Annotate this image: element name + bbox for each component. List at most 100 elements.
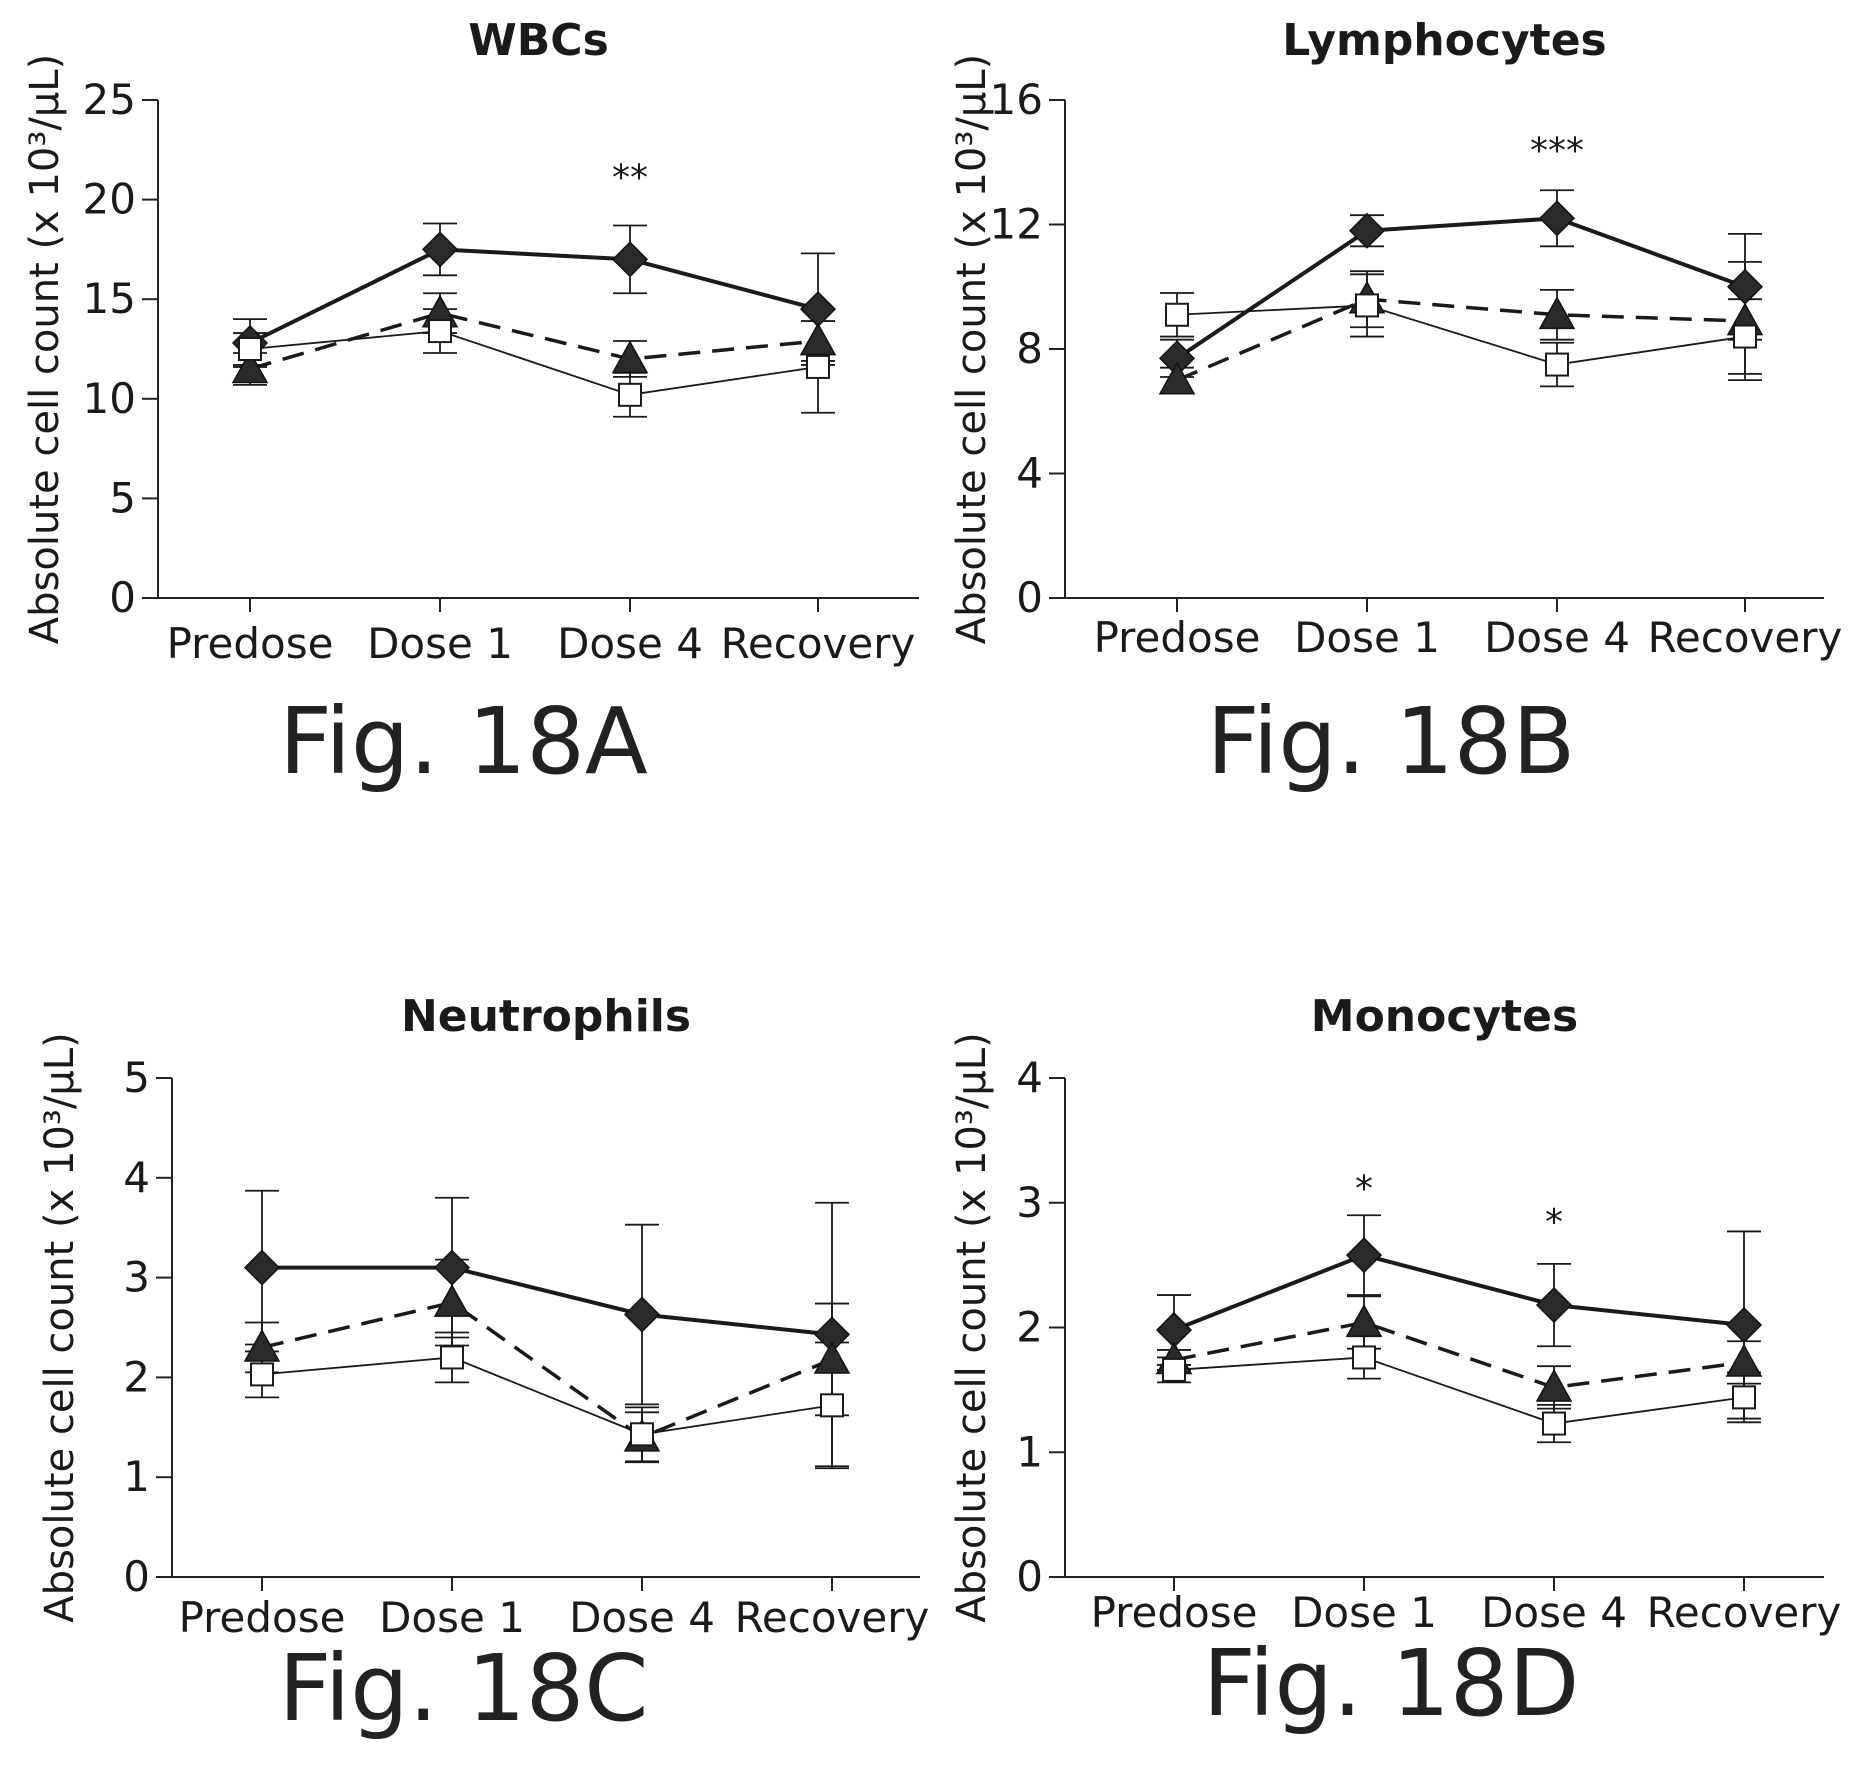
figure-caption: Fig. 18C: [278, 1635, 649, 1742]
significance-marker: *: [1355, 1168, 1373, 1209]
data-point-triangle: [1535, 1368, 1573, 1402]
data-point-triangle: [1725, 1343, 1763, 1377]
significance-marker: **: [612, 158, 648, 199]
y-tick-label: 15: [83, 274, 136, 323]
y-tick-label: 1: [123, 1452, 150, 1501]
data-point-diamond: [1345, 1237, 1383, 1274]
data-point-triangle: [243, 1328, 281, 1362]
y-tick-label: 3: [1016, 1178, 1043, 1227]
chart-svg-a: WBCs Absolute cell count (x 10³/µL) 0 5 10 15…: [22, 15, 919, 668]
x-tick-label: Predose: [1094, 613, 1261, 662]
data-point-square: [1355, 293, 1379, 318]
data-point-diamond: [421, 231, 459, 268]
x-tick-label: Dose 4: [557, 619, 703, 668]
y-tick-label: 8: [1016, 324, 1043, 373]
data-point-square: [1542, 1411, 1566, 1436]
x-tick-label: Dose 4: [1484, 613, 1630, 662]
data-point-triangle: [231, 350, 269, 384]
y-tick-label: 4: [1016, 449, 1043, 498]
series-line-triangle: [261, 1300, 833, 1440]
data-point-square: [428, 319, 452, 344]
y-tick-label: 25: [83, 75, 136, 124]
series-line-diamond: [262, 1265, 833, 1337]
data-point-triangle: [1538, 296, 1576, 330]
y-tick-label: 0: [109, 573, 136, 622]
data-point-diamond: [433, 1249, 471, 1286]
series-line-square: [261, 1356, 833, 1436]
chart-svg-c: Neutrophils Absolute cell count (x 10³/µL…: [37, 991, 929, 1642]
x-tick-label: Recovery: [721, 619, 916, 668]
y-axis-label: Absolute cell count (x 10³/µL): [949, 54, 995, 644]
chart-panel-a: WBCs Absolute cell count (x 10³/µL) 0 5 10 15…: [0, 0, 927, 830]
data-point-square: [1732, 1385, 1756, 1410]
x-tick-label: Predose: [167, 619, 334, 668]
y-tick-label: 2: [1016, 1303, 1043, 1352]
series-line-triangle: [1173, 1320, 1745, 1390]
series-line-triangle: [1176, 297, 1746, 382]
data-point-triangle: [799, 322, 837, 356]
data-point-square: [618, 382, 642, 407]
x-tick-label: Predose: [179, 1593, 346, 1642]
data-point-diamond: [623, 1296, 661, 1333]
data-point-square: [1733, 324, 1757, 349]
figure-caption: Fig. 18B: [1206, 688, 1576, 795]
x-tick-label: Dose 4: [569, 1593, 715, 1642]
data-point-diamond: [1725, 1306, 1763, 1344]
significance-marker: *: [1545, 1202, 1563, 1243]
data-point-square: [1165, 302, 1189, 327]
series-line-triangle: [249, 311, 819, 371]
data-point-square: [1545, 352, 1569, 377]
y-tick-label: 4: [1016, 1053, 1043, 1102]
chart-title: Lymphocytes: [1282, 15, 1606, 66]
x-tick-label: Dose 1: [379, 1593, 525, 1642]
x-tick-label: Dose 1: [367, 619, 513, 668]
data-point-square: [1162, 1357, 1186, 1382]
x-tick-label: Predose: [1091, 1588, 1258, 1637]
figure-caption: Fig. 18D: [1202, 1630, 1580, 1737]
series-line-diamond: [1175, 216, 1746, 360]
series-line-square: [1173, 1356, 1745, 1425]
chart-title: Neutrophils: [401, 991, 691, 1042]
data-point-diamond: [1535, 1286, 1573, 1324]
y-tick-label: 4: [123, 1153, 150, 1202]
data-point-square: [250, 1362, 274, 1387]
data-point-diamond: [243, 1249, 281, 1286]
y-tick-label: 10: [83, 374, 136, 423]
data-point-diamond: [1348, 212, 1386, 249]
y-axis-label: Absolute cell count (x 10³/µL): [37, 1032, 83, 1622]
y-tick-label: 0: [1016, 573, 1043, 622]
data-point-square: [630, 1422, 654, 1447]
y-tick-label: 0: [1016, 1552, 1043, 1601]
significance-marker: ***: [1530, 130, 1584, 171]
y-tick-label: 20: [83, 175, 136, 224]
x-tick-label: Dose 1: [1294, 613, 1440, 662]
chart-svg-b: Lymphocytes Absolute cell count (x 10³/µL…: [949, 15, 1843, 662]
y-axis-label: Absolute cell count (x 10³/µL): [22, 54, 68, 644]
figure-caption: Fig. 18A: [279, 688, 648, 795]
y-tick-label: 3: [123, 1253, 150, 1302]
data-point-square: [820, 1393, 844, 1418]
chart-panel-d: Monocytes Absolute cell count (x 10³/µL) 0…: [927, 975, 1855, 1770]
data-point-diamond: [611, 241, 649, 278]
chart-title: Monocytes: [1311, 991, 1578, 1042]
x-tick-label: Recovery: [1647, 1588, 1842, 1637]
y-tick-label: 16: [990, 75, 1043, 124]
chart-title: WBCs: [468, 15, 609, 66]
chart-svg-d: Monocytes Absolute cell count (x 10³/µL) 0…: [949, 991, 1842, 1637]
x-tick-label: Recovery: [1648, 613, 1843, 662]
y-tick-label: 2: [123, 1352, 150, 1401]
data-point-diamond: [1538, 200, 1576, 237]
data-point-triangle: [1345, 1303, 1383, 1337]
series-line-diamond: [249, 247, 819, 345]
data-point-square: [440, 1345, 464, 1370]
series-line-diamond: [1173, 1253, 1745, 1332]
series-line-square: [1176, 304, 1746, 366]
y-tick-label: 12: [990, 200, 1043, 249]
y-axis-label: Absolute cell count (x 10³/µL): [949, 1032, 995, 1622]
data-point-square: [806, 354, 830, 379]
data-point-triangle: [433, 1284, 471, 1317]
y-tick-label: 0: [123, 1552, 150, 1601]
data-point-square: [1352, 1345, 1376, 1370]
y-tick-label: 1: [1016, 1427, 1043, 1476]
data-point-square: [238, 337, 262, 361]
